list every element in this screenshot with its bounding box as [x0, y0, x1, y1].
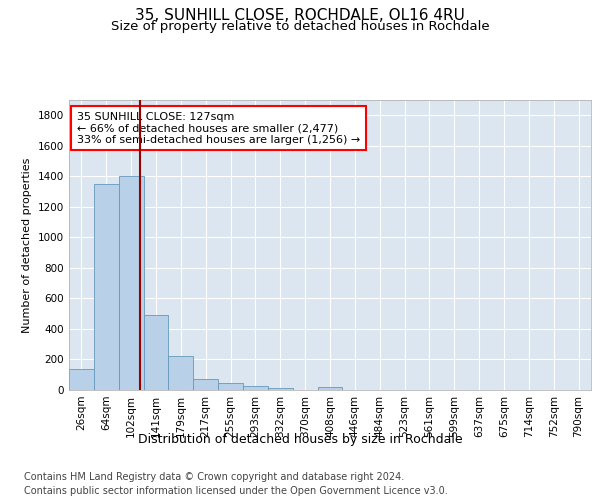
Y-axis label: Number of detached properties: Number of detached properties — [22, 158, 32, 332]
Bar — [119, 176, 143, 390]
Text: Contains public sector information licensed under the Open Government Licence v3: Contains public sector information licen… — [24, 486, 448, 496]
Bar — [193, 378, 218, 390]
Text: Contains HM Land Registry data © Crown copyright and database right 2024.: Contains HM Land Registry data © Crown c… — [24, 472, 404, 482]
Bar — [317, 388, 343, 390]
Text: 35 SUNHILL CLOSE: 127sqm
← 66% of detached houses are smaller (2,477)
33% of sem: 35 SUNHILL CLOSE: 127sqm ← 66% of detach… — [77, 112, 360, 145]
Bar — [94, 184, 119, 390]
Bar — [69, 368, 94, 390]
Text: Size of property relative to detached houses in Rochdale: Size of property relative to detached ho… — [110, 20, 490, 33]
Bar — [268, 388, 293, 390]
Bar — [218, 383, 243, 390]
Bar — [169, 356, 193, 390]
Text: 35, SUNHILL CLOSE, ROCHDALE, OL16 4RU: 35, SUNHILL CLOSE, ROCHDALE, OL16 4RU — [135, 8, 465, 22]
Text: Distribution of detached houses by size in Rochdale: Distribution of detached houses by size … — [137, 432, 463, 446]
Bar — [143, 315, 169, 390]
Bar — [243, 386, 268, 390]
